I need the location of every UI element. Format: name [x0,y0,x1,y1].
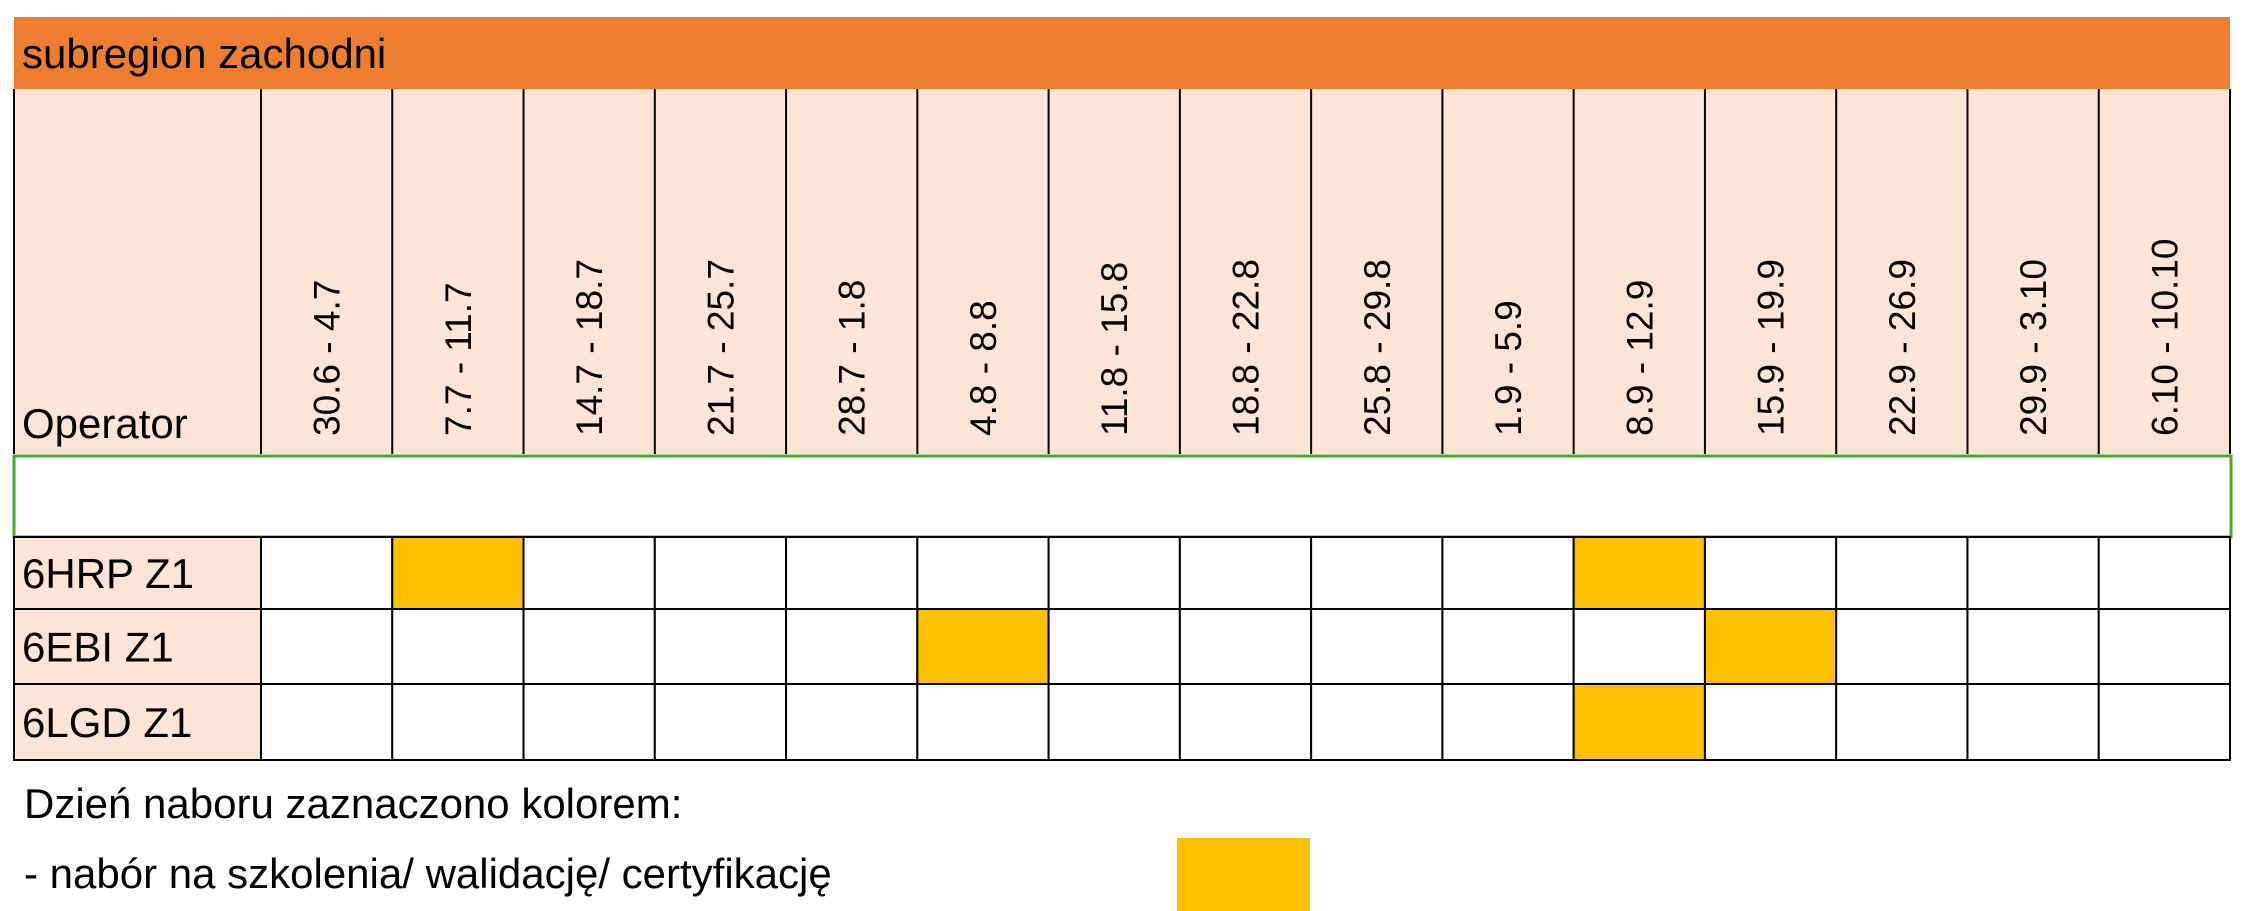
cell [1703,608,1838,685]
cell [1310,683,1444,761]
column-header: 28.7 - 1.8 [832,280,873,436]
corner-label: Operator [22,400,188,447]
cell [1441,683,1575,761]
legend-swatch [1177,838,1310,911]
row-label: 6LGD Z1 [22,699,192,746]
cell [653,683,788,761]
cell [916,608,1050,685]
cell [785,683,919,761]
cell [260,608,394,685]
cell [1572,683,1706,761]
cell [1572,536,1706,610]
column-header: 25.8 - 29.8 [1357,259,1398,436]
cell [2097,536,2232,610]
cell [522,608,656,685]
cell [1441,536,1575,610]
cell [2097,683,2232,761]
cell [391,536,525,610]
cell [1966,536,2100,610]
cell [1703,536,1838,610]
column-header: 1.9 - 5.9 [1488,300,1529,436]
spacer-row [12,454,2233,539]
cell [1966,608,2100,685]
column-header: 22.9 - 26.9 [1882,259,1923,436]
cell [2097,608,2232,685]
column-header: 14.7 - 18.7 [569,259,610,436]
cell [522,683,656,761]
column-header: 8.9 - 12.9 [1619,280,1660,436]
cell [1178,608,1313,685]
cell [1178,683,1313,761]
cell [653,608,788,685]
cell [785,536,919,610]
cell [1047,608,1181,685]
cell [1441,608,1575,685]
column-header: 21.7 - 25.7 [700,259,741,436]
legend-title: Dzień naboru zaznaczono kolorem: [24,780,682,827]
cell [1572,608,1706,685]
cell [260,536,394,610]
header-row [14,89,2230,454]
cell [391,608,525,685]
cell [260,683,394,761]
title-bar [14,17,2230,89]
column-header: 7.7 - 11.7 [438,282,479,436]
cell [391,683,525,761]
column-header: 11.8 - 15.8 [1094,262,1135,436]
cell [522,536,656,610]
column-header: 6.10 - 10.10 [2144,239,2185,436]
row-label: 6HRP Z1 [22,550,194,597]
row-label-cell [13,608,262,685]
cell [1310,608,1444,685]
cell [916,683,1050,761]
column-header: 30.6 - 4.7 [307,280,348,436]
cell [1047,536,1181,610]
cell [1178,536,1313,610]
row-label-cell [13,683,262,761]
cell [1835,536,1969,610]
cell [1310,536,1444,610]
title: subregion zachodni [22,30,386,77]
cell [1047,683,1181,761]
cell [785,608,919,685]
cell [653,536,788,610]
cell [1966,683,2100,761]
column-header: 15.9 - 19.9 [1751,259,1792,436]
row-label: 6EBI Z1 [22,624,174,671]
cell [916,536,1050,610]
cell [1835,608,1969,685]
legend-label: - nabór na szkolenia/ walidację/ certyfi… [24,850,832,897]
row-label-cell [13,536,262,610]
column-header: 4.8 - 8.8 [963,300,1004,436]
column-header: 18.8 - 22.8 [1226,259,1267,436]
cell [1835,683,1969,761]
cell [1703,683,1838,761]
column-header: 29.9 - 3.10 [2013,259,2054,436]
